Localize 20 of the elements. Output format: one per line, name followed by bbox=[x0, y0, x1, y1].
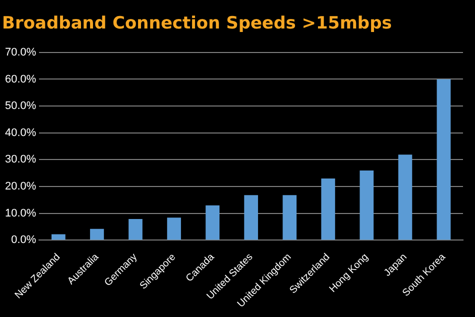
y-tick-label: 50.0% bbox=[4, 100, 36, 112]
bar bbox=[398, 154, 412, 240]
bar bbox=[244, 195, 258, 240]
bar bbox=[436, 79, 451, 240]
bar bbox=[52, 234, 66, 240]
y-tick-label: 30.0% bbox=[4, 154, 36, 166]
chart-title: Broadband Connection Speeds >15mbps bbox=[2, 14, 392, 34]
bar bbox=[206, 205, 220, 240]
y-tick-label: 10.0% bbox=[4, 207, 36, 220]
bar bbox=[360, 170, 374, 240]
y-tick-label: 40.0% bbox=[4, 126, 36, 139]
y-tick-label: 70.0% bbox=[4, 46, 36, 58]
bar bbox=[282, 195, 297, 240]
bar bbox=[167, 218, 181, 240]
y-tick-label: 0.0% bbox=[11, 234, 36, 246]
bar bbox=[321, 178, 336, 240]
bar bbox=[90, 228, 104, 240]
y-tick-label: 60.0% bbox=[4, 73, 36, 86]
bar bbox=[128, 219, 142, 240]
y-tick-label: 20.0% bbox=[4, 180, 36, 193]
